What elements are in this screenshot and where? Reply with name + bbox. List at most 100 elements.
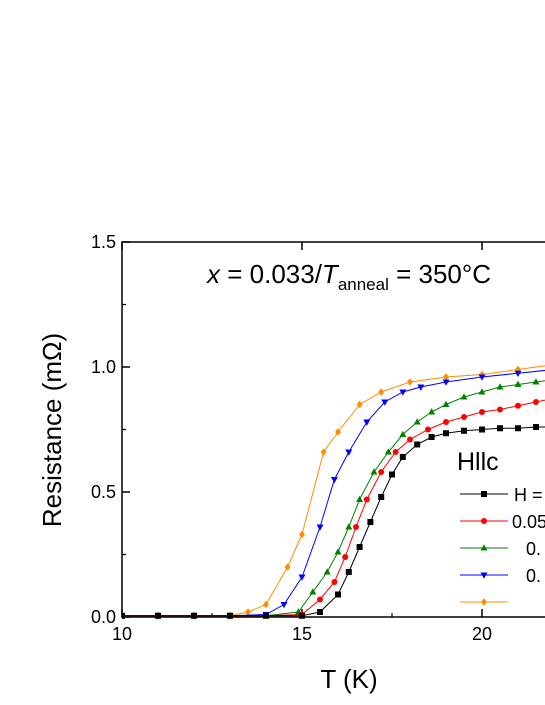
data-point: [309, 588, 317, 595]
data-point: [515, 425, 521, 432]
data-point: [497, 406, 503, 413]
data-point: [381, 399, 389, 406]
data-point: [280, 602, 288, 609]
x-tick-label: 20: [472, 624, 492, 644]
data-point: [515, 402, 521, 409]
legend-title: Hllc: [457, 448, 499, 476]
data-point: [316, 524, 324, 531]
legend-label: H =: [514, 485, 543, 505]
data-point: [514, 380, 522, 387]
data-point: [481, 518, 487, 524]
data-point: [443, 430, 449, 437]
data-point: [417, 384, 425, 391]
data-point: [155, 612, 161, 619]
data-point: [122, 612, 125, 619]
data-point: [331, 579, 338, 585]
y-tick-label: 0.5: [91, 482, 116, 502]
data-point: [461, 414, 467, 420]
data-point: [481, 491, 487, 497]
data-point: [299, 530, 305, 539]
series-0: [122, 424, 545, 619]
data-point: [533, 424, 539, 430]
x-axis-title: T (K): [320, 664, 377, 694]
data-point: [356, 495, 364, 502]
annotation-t-sub: anneal: [338, 275, 389, 294]
data-point: [443, 373, 449, 381]
data-point: [478, 374, 486, 381]
data-point: [263, 600, 269, 609]
data-point: [481, 598, 487, 606]
annotation-x-var: x: [205, 259, 221, 289]
data-point: [428, 408, 436, 415]
data-point: [320, 448, 327, 456]
series-2: [122, 378, 545, 619]
data-point: [407, 378, 413, 386]
data-point: [442, 379, 450, 386]
series-line: [122, 365, 545, 617]
annotation-middle: = 0.033/: [220, 259, 323, 289]
data-point: [497, 425, 503, 432]
data-point: [330, 477, 338, 484]
data-point: [335, 428, 341, 436]
legend-label: 0.: [526, 566, 541, 586]
data-point: [323, 568, 331, 575]
data-point: [399, 430, 407, 437]
data-point: [384, 448, 392, 455]
data-point: [245, 608, 251, 616]
y-tick-label: 1.5: [91, 232, 116, 252]
data-point: [378, 494, 385, 500]
data-point: [460, 393, 468, 400]
data-point: [413, 418, 421, 425]
data-point: [378, 388, 385, 396]
legend-entry: 0.: [460, 566, 541, 586]
annotation-t-var: T: [322, 259, 340, 289]
data-point: [479, 409, 485, 415]
data-point: [342, 554, 349, 560]
data-point: [356, 544, 363, 550]
data-point: [284, 563, 291, 571]
legend-entry: 0.05: [460, 512, 545, 532]
data-point: [363, 496, 370, 503]
data-point: [353, 524, 359, 530]
data-point: [399, 454, 406, 460]
y-tick-label: 1.0: [91, 357, 116, 377]
data-point: [299, 612, 305, 619]
data-point: [334, 548, 342, 555]
data-point: [514, 370, 522, 378]
data-point: [363, 419, 371, 426]
data-point: [370, 468, 378, 475]
data-point: [227, 612, 233, 619]
series-line: [122, 380, 545, 617]
data-point: [335, 591, 341, 598]
data-point: [317, 596, 323, 603]
data-point: [496, 383, 504, 390]
data-point: [461, 427, 467, 434]
chart-annotation: x = 0.033/Tanneal = 350°C: [205, 259, 491, 294]
data-point: [407, 436, 413, 443]
legend-entry: [460, 598, 508, 606]
data-point: [345, 523, 353, 530]
data-point: [378, 469, 385, 475]
annotation-tail: = 350°C: [389, 259, 491, 289]
legend-label: 0.05: [512, 512, 545, 532]
data-point: [414, 441, 421, 448]
data-point: [356, 400, 363, 409]
x-tick-label: 15: [292, 624, 312, 644]
x-tick-label: 10: [112, 624, 132, 644]
data-point: [298, 574, 306, 581]
legend-entry: 0.: [460, 539, 541, 559]
data-point: [480, 572, 488, 579]
data-point: [392, 449, 399, 455]
data-point: [317, 609, 323, 615]
data-point: [425, 426, 431, 433]
data-point: [263, 612, 269, 619]
data-point: [399, 389, 407, 396]
data-point: [428, 434, 435, 440]
data-point: [442, 400, 450, 407]
data-point: [479, 426, 485, 433]
data-point: [191, 612, 197, 619]
data-point: [389, 471, 395, 478]
data-point: [443, 419, 449, 425]
legend-entry: H =: [460, 485, 543, 505]
